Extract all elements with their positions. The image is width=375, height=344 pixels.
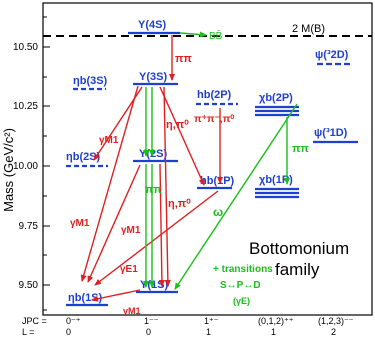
gamma-m1-label: γM1 — [123, 306, 141, 316]
ups1s-label: Υ(1S) — [140, 279, 168, 291]
ups4s-label: Υ(4S) — [138, 19, 166, 31]
l-value: 0 — [66, 327, 71, 337]
threshold-label: 2 M(B) — [292, 23, 325, 35]
y-axis-label: Mass (GeV/c²) — [1, 128, 16, 212]
hb1p-label: hb(1P) — [200, 175, 235, 187]
gamma-m1-label: γM1 — [99, 135, 119, 146]
etab3s-label: ηb(3S) — [73, 75, 108, 87]
plus-transitions-label: + transitions — [213, 264, 273, 275]
y-tick-label: 9.75 — [19, 221, 39, 232]
omega-arrow — [174, 103, 298, 290]
eta-pi0-label: η,π⁰ — [166, 119, 189, 131]
chib2p-label: χb(2P) — [259, 92, 293, 104]
y-tick-label: 9.50 — [19, 280, 39, 291]
l-value: 1 — [206, 327, 211, 337]
hb2p-label: hb(2P) — [197, 89, 232, 101]
jpc-value: 0⁻⁺ — [66, 316, 81, 326]
eta-3s-hb-arrow — [159, 86, 205, 186]
gamma-m1-label: γM1 — [121, 225, 141, 236]
bb-arrow — [179, 31, 207, 38]
s-p-d-label: S↔P↔D — [220, 280, 261, 291]
m1-2s-1s-arrow — [87, 164, 141, 283]
l-value: 2 — [331, 327, 336, 337]
l-value: 1 — [271, 327, 276, 337]
bb-label: BB̄ — [209, 29, 223, 42]
jpc-value: 1⁺⁻ — [204, 316, 219, 326]
jpc-row-label: JPC = — [22, 316, 47, 326]
l-row-label: L = — [22, 327, 34, 337]
chib1p-label: χb(1P) — [259, 174, 293, 186]
m1-3s-2s-arrow — [93, 86, 143, 161]
m1-1s-arrow — [91, 289, 141, 302]
ups2s-label: Υ(2S) — [139, 148, 167, 160]
eta-pi0-label: η,π⁰ — [168, 198, 191, 210]
etab1s-label: ηb(1S) — [68, 292, 103, 304]
y-ticks — [43, 16, 50, 311]
pipi-top-label: ππ — [175, 53, 192, 65]
psi1d-label: ψ(³1D) — [314, 127, 348, 139]
e1-hb-1s-arrow — [94, 190, 219, 286]
pipi-hb-label: π⁺π⁻,π⁰ — [194, 114, 234, 125]
diagram-title-line1: Bottomonium — [249, 239, 349, 258]
gamma-e1-label: γE1 — [120, 264, 138, 275]
eta-3s-1s-arrow — [163, 86, 171, 287]
psi3d-label: ψ(³2D) — [315, 49, 349, 61]
y-tick-label: 10.25 — [13, 101, 38, 112]
eta-2s-1s-arrow — [158, 163, 165, 287]
gamma-e-label: (γE) — [233, 296, 250, 306]
jpc-value: (1,2,3)⁻⁻ — [318, 316, 354, 326]
etab2s-label: ηb(2S) — [66, 151, 101, 163]
l-value: 0 — [146, 327, 151, 337]
jpc-value: (0,1,2)⁺⁺ — [258, 316, 294, 326]
ups3s-label: Υ(3S) — [139, 71, 167, 83]
y-tick-label: 10.50 — [13, 42, 38, 53]
jpc-value: 1⁻⁻ — [144, 316, 159, 326]
gamma-m1-label: γM1 — [70, 218, 90, 229]
pipi-chib-label: ππ — [292, 143, 309, 155]
pipi-mid-label: ππ — [145, 184, 162, 196]
y-tick-label: 10.00 — [13, 161, 38, 172]
m1-3s-1s-arrow — [80, 85, 139, 282]
omega-label: ω — [213, 205, 223, 219]
plot-frame — [42, 2, 373, 316]
diagram-title-line2: family — [275, 260, 320, 279]
